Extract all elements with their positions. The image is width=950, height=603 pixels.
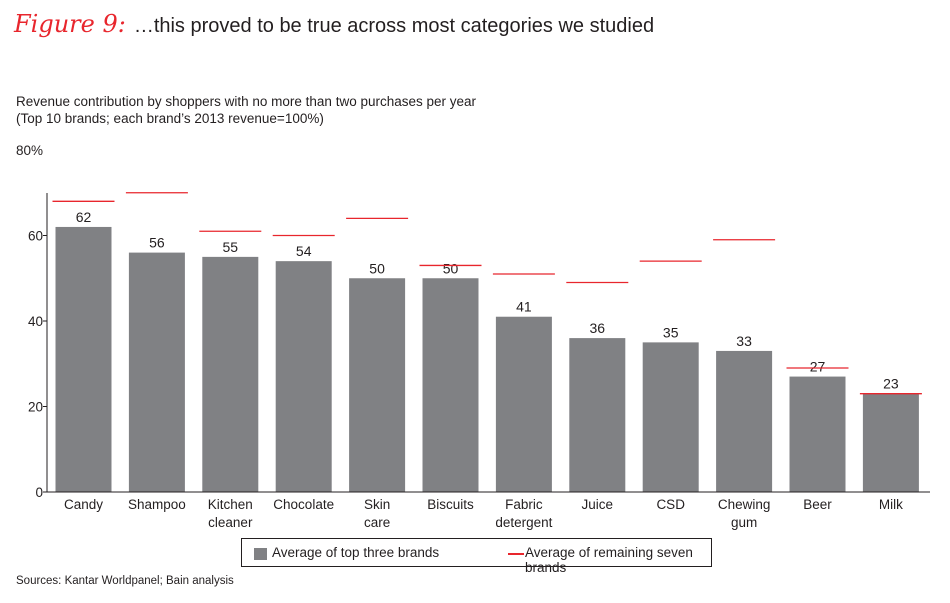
- bar: [862, 393, 919, 492]
- x-tick-label: CSD: [656, 497, 685, 512]
- figure-label: Figure 9:: [14, 10, 126, 38]
- y-tick-label: 20: [28, 400, 43, 415]
- bar: [128, 252, 185, 492]
- figure-title: Figure 9: …this proved to be true across …: [14, 10, 654, 38]
- x-tick-label: Milk: [879, 497, 903, 512]
- x-tick-label: Fabric: [505, 497, 543, 512]
- sources-note: Sources: Kantar Worldpanel; Bain analysi…: [16, 575, 234, 587]
- bar-value-label: 41: [516, 299, 532, 315]
- y-tick-label: 60: [28, 229, 43, 244]
- bar: [349, 278, 406, 492]
- legend-line-swatch: [508, 553, 524, 555]
- bar-value-label: 55: [223, 239, 239, 255]
- bar: [202, 256, 259, 492]
- bar: [495, 316, 552, 492]
- x-tick-label: Chewing: [718, 497, 771, 512]
- x-tick-label: Shampoo: [128, 497, 186, 512]
- x-tick-label: Juice: [582, 497, 614, 512]
- bar-value-label: 56: [149, 235, 165, 251]
- x-tick-label: Candy: [64, 497, 103, 512]
- bar: [569, 338, 626, 492]
- x-tick-label: Chocolate: [273, 497, 334, 512]
- x-tick-label: Beer: [803, 497, 832, 512]
- chart-subtitle-note: (Top 10 brands; each brand’s 2013 revenu…: [16, 111, 324, 126]
- bar: [716, 350, 773, 492]
- legend-label-remaining-seven: Average of remaining seven brands: [525, 545, 693, 575]
- bar-value-label: 33: [736, 333, 752, 349]
- bar-value-label: 36: [590, 320, 606, 336]
- legend-bar-swatch: [254, 548, 267, 560]
- bar: [275, 261, 332, 492]
- bar: [789, 376, 846, 492]
- bar: [422, 278, 479, 492]
- y-tick-label: 0: [35, 485, 43, 500]
- bar-value-label: 50: [369, 260, 385, 276]
- legend-label-top-three: Average of top three brands: [272, 545, 440, 560]
- figure-headline: …this proved to be true across most cate…: [133, 15, 655, 37]
- bar-value-label: 50: [443, 260, 459, 276]
- bar-value-label: 35: [663, 324, 679, 340]
- bar-value-label: 23: [883, 376, 899, 392]
- x-tick-label: Skin: [364, 497, 390, 512]
- x-tick-label: Biscuits: [427, 497, 474, 512]
- chart-subtitle: Revenue contribution by shoppers with no…: [16, 94, 477, 109]
- y-tick-label: 80%: [16, 143, 43, 158]
- bar-value-label: 27: [810, 359, 826, 375]
- bar-value-label: 62: [76, 209, 92, 225]
- x-tick-label: detergent: [495, 515, 552, 530]
- bar-chart: 0 20 40 60 80% 62 Candy 56 Shampoo 55 Kitchen clean…: [16, 143, 930, 530]
- x-tick-label: Kitchen: [208, 497, 253, 512]
- bar-value-label: 54: [296, 243, 312, 259]
- bar: [55, 226, 112, 492]
- x-tick-label: care: [364, 515, 390, 530]
- y-tick-label: 40: [28, 314, 43, 329]
- x-tick-label: cleaner: [208, 515, 253, 530]
- x-tick-label: gum: [731, 515, 757, 530]
- chart-legend: Average of top three brands Average of r…: [241, 538, 712, 575]
- bar: [642, 342, 699, 492]
